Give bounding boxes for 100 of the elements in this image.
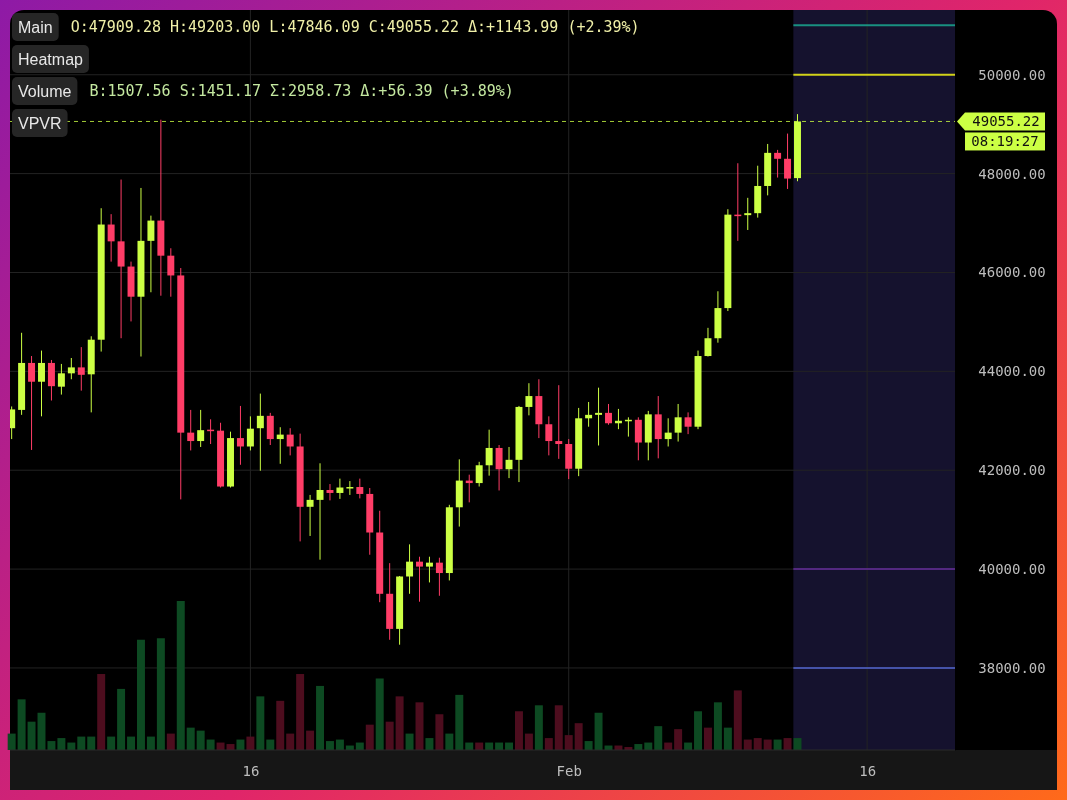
bar xyxy=(524,733,533,750)
bar xyxy=(694,711,702,750)
bar xyxy=(87,736,96,750)
bar xyxy=(385,721,394,750)
candlestick xyxy=(674,403,682,443)
ref-line-label: 49055.22 xyxy=(972,113,1040,130)
candlestick xyxy=(356,478,364,499)
bar xyxy=(674,729,683,750)
candlestick xyxy=(57,363,65,396)
bar xyxy=(246,736,255,750)
candlestick xyxy=(475,461,483,488)
bar xyxy=(733,690,742,750)
bar xyxy=(654,726,663,750)
bar xyxy=(47,741,56,750)
bar xyxy=(783,738,792,750)
bar xyxy=(594,712,603,750)
candlestick xyxy=(10,405,16,440)
candlestick xyxy=(47,359,55,402)
candlestick xyxy=(704,327,712,358)
bar xyxy=(326,741,334,750)
candlestick xyxy=(197,409,205,448)
candlestick xyxy=(28,355,36,451)
candlestick xyxy=(326,483,334,501)
candlestick xyxy=(774,149,782,179)
bar xyxy=(564,735,573,750)
bar xyxy=(515,711,523,750)
bar xyxy=(57,738,66,750)
bar xyxy=(435,714,444,750)
bar xyxy=(186,727,195,750)
bar xyxy=(306,730,315,750)
bar xyxy=(753,738,762,750)
bar xyxy=(704,727,712,750)
bar xyxy=(107,736,116,750)
bar xyxy=(554,705,563,750)
candlestick xyxy=(485,429,493,477)
x-tick-label: Feb xyxy=(556,762,582,779)
candlestick xyxy=(684,411,692,435)
candlestick xyxy=(67,357,75,380)
bar xyxy=(405,733,414,750)
x-tick-label: 16 xyxy=(859,762,877,779)
candlestick xyxy=(236,405,244,466)
candlestick xyxy=(545,415,553,456)
bar xyxy=(375,678,384,750)
x-tick-label: 16 xyxy=(242,762,260,779)
candlestick xyxy=(495,444,503,491)
candlestick xyxy=(744,197,752,231)
y-tick-label: 40000.00 xyxy=(978,561,1046,578)
y-tick-label: 48000.00 xyxy=(978,165,1046,182)
candlestick xyxy=(634,416,642,461)
bar xyxy=(534,705,543,750)
candlestick xyxy=(416,556,423,603)
bar xyxy=(196,730,205,750)
annotation: B:1507.56 S:1451.17 Σ:2958.73 Δ:+56.39 (+3.89%) xyxy=(89,82,514,101)
candlestick xyxy=(555,384,563,460)
bar xyxy=(445,733,454,750)
bar xyxy=(117,688,126,750)
bar xyxy=(455,694,464,750)
bar xyxy=(256,696,265,750)
candlestick xyxy=(505,446,513,479)
bar xyxy=(146,736,155,750)
bar xyxy=(27,721,36,750)
candlestick xyxy=(286,427,294,456)
candlestick xyxy=(595,387,603,446)
annotation: O:47909.28 H:49203.00 L:47846.09 C:49055.22 Δ:+1143.99 (+2.39%) xyxy=(70,18,640,37)
candlestick xyxy=(107,213,115,263)
candlestick xyxy=(276,426,284,465)
y-tick-label: 38000.00 xyxy=(978,659,1046,676)
bar xyxy=(713,702,722,750)
bar xyxy=(574,723,583,750)
y-tick-label: 50000.00 xyxy=(978,66,1046,83)
annotation: VPVR xyxy=(18,114,62,132)
candlestick xyxy=(256,393,264,472)
bar xyxy=(7,733,16,750)
bar xyxy=(296,674,305,750)
candlestick xyxy=(187,409,195,451)
candlestick xyxy=(306,494,314,537)
candlestick xyxy=(77,346,85,392)
bar xyxy=(286,733,295,750)
y-tick-label: 44000.00 xyxy=(978,363,1046,380)
bar xyxy=(166,733,175,750)
bar xyxy=(276,700,285,750)
bar xyxy=(176,601,185,750)
text: 08:19:27 xyxy=(971,133,1039,150)
bar xyxy=(137,639,145,750)
bar xyxy=(77,736,86,750)
candlestick xyxy=(167,247,175,298)
y-tick-label: 42000.00 xyxy=(978,462,1046,479)
bar xyxy=(395,696,404,750)
candlestick xyxy=(605,403,612,426)
candlestick xyxy=(266,412,274,446)
candlestick xyxy=(784,133,792,190)
candlestick xyxy=(336,478,344,500)
candlestick xyxy=(316,462,324,561)
annotation: Main xyxy=(18,18,53,36)
bar xyxy=(365,724,374,750)
candlestick xyxy=(246,415,254,451)
candlestick xyxy=(435,557,443,597)
bar xyxy=(156,638,165,750)
candlestick xyxy=(147,215,155,293)
candlestick xyxy=(346,480,354,496)
